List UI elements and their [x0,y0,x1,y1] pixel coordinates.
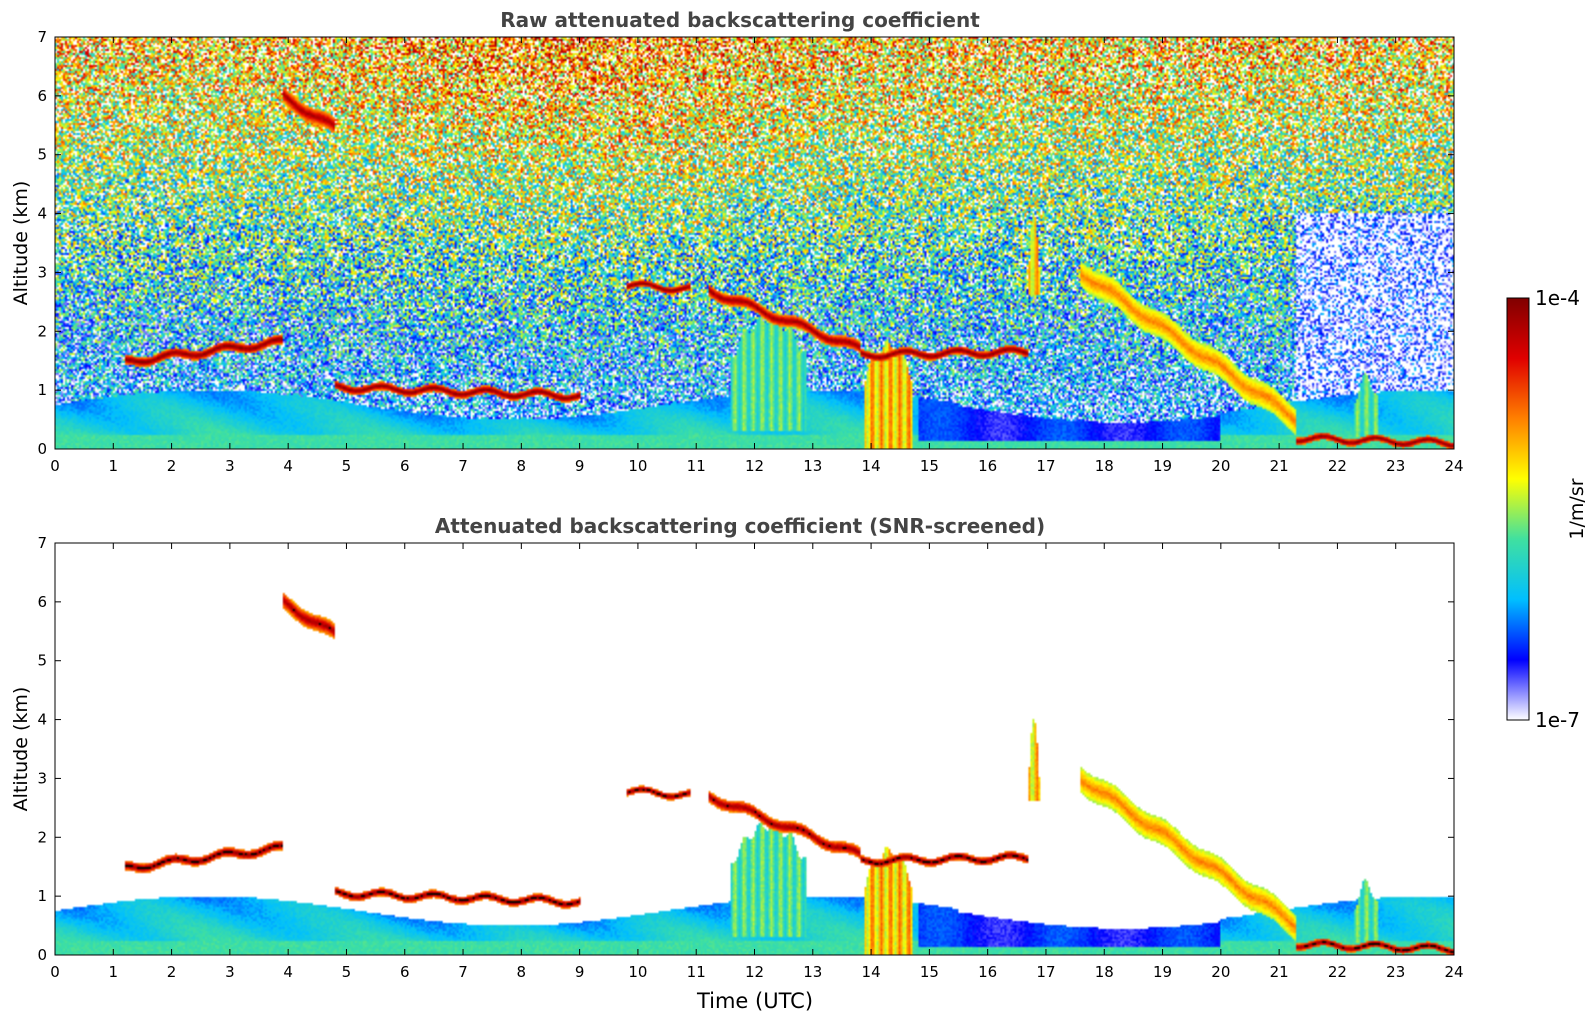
x-tick-label: 9 [575,963,585,981]
x-tick-label: 14 [862,457,881,475]
y-tick-label: 0 [37,946,47,964]
y-tick-label: 7 [37,28,47,46]
colorbar: 1e-4 1e-7 1/m/sr [1506,286,1588,732]
x-tick-label: 10 [628,963,647,981]
x-tick-label: 11 [687,963,706,981]
y-axis-label: Altitude (km) [10,687,32,812]
x-axis: 0 1 2 3 4 5 6 7 8 9 10 11 12 13 14 15 16 17 18 19 20 21 22 23 24 [50,37,1464,475]
x-tick-label: 15 [920,963,939,981]
y-tick-label: 4 [37,711,47,729]
x-tick-label: 3 [225,963,235,981]
x-tick-label: 23 [1386,457,1405,475]
y-tick-label: 2 [37,322,47,340]
x-tick-label: 6 [400,963,410,981]
x-tick-label: 10 [628,457,647,475]
y-tick-label: 5 [37,146,47,164]
x-tick-label: 8 [517,963,527,981]
x-tick-label: 18 [1095,963,1114,981]
heatmap-canvas [55,37,1454,449]
chart-title: Raw attenuated backscattering coefficien… [500,8,980,32]
x-axis: 0 1 2 3 4 5 6 7 8 9 10 11 12 13 14 15 16 17 18 19 20 21 22 23 24 [50,543,1464,981]
x-tick-label: 9 [575,457,585,475]
x-tick-label: 17 [1036,457,1055,475]
y-tick-label: 3 [37,263,47,281]
x-tick-label: 7 [458,457,468,475]
x-tick-label: 13 [803,457,822,475]
x-tick-label: 23 [1386,963,1405,981]
x-tick-label: 16 [978,963,997,981]
x-tick-label: 24 [1444,963,1463,981]
x-tick-label: 0 [50,457,60,475]
y-axis: 0 1 2 3 4 5 6 7 [37,534,1454,964]
x-axis-label: Time (UTC) [696,989,813,1013]
y-tick-label: 6 [37,87,47,105]
colorbar-min-label: 1e-7 [1535,708,1580,732]
x-tick-label: 6 [400,457,410,475]
x-tick-label: 11 [687,457,706,475]
x-tick-label: 4 [283,457,293,475]
x-tick-label: 2 [167,457,177,475]
x-tick-label: 22 [1328,457,1347,475]
y-axis: 0 1 2 3 4 5 6 7 [37,28,1454,458]
y-axis-label: Altitude (km) [10,181,32,306]
x-tick-label: 12 [745,457,764,475]
x-tick-label: 21 [1270,963,1289,981]
y-tick-label: 3 [37,769,47,787]
x-tick-label: 24 [1444,457,1463,475]
x-tick-label: 4 [283,963,293,981]
x-tick-label: 1 [109,963,119,981]
x-tick-label: 17 [1036,963,1055,981]
x-tick-label: 1 [109,457,119,475]
y-tick-label: 1 [37,381,47,399]
x-tick-label: 5 [342,963,352,981]
y-tick-label: 6 [37,593,47,611]
panel-raw: Raw attenuated backscattering coefficien… [10,8,1464,475]
x-tick-label: 19 [1153,963,1172,981]
x-tick-label: 12 [745,963,764,981]
x-tick-label: 21 [1270,457,1289,475]
x-tick-label: 16 [978,457,997,475]
y-tick-label: 4 [37,205,47,223]
heatmap-canvas [55,543,1454,955]
colorbar-max-label: 1e-4 [1535,286,1580,310]
x-tick-label: 20 [1211,963,1230,981]
x-tick-label: 7 [458,963,468,981]
x-tick-label: 8 [517,457,527,475]
y-tick-label: 0 [37,440,47,458]
y-tick-label: 1 [37,887,47,905]
x-tick-label: 2 [167,963,177,981]
x-tick-label: 22 [1328,963,1347,981]
chart-title: Attenuated backscattering coefficient (S… [435,514,1045,538]
x-tick-label: 3 [225,457,235,475]
y-tick-label: 2 [37,828,47,846]
colorbar-label: 1/m/sr [1566,478,1588,539]
y-tick-label: 5 [37,652,47,670]
x-tick-label: 20 [1211,457,1230,475]
x-tick-label: 18 [1095,457,1114,475]
x-tick-label: 5 [342,457,352,475]
y-tick-label: 7 [37,534,47,552]
panel-screened: Attenuated backscattering coefficient (S… [10,514,1464,1013]
x-tick-label: 19 [1153,457,1172,475]
x-tick-label: 0 [50,963,60,981]
colorbar-gradient [1506,297,1530,721]
x-tick-label: 15 [920,457,939,475]
x-tick-label: 14 [862,963,881,981]
x-tick-label: 13 [803,963,822,981]
